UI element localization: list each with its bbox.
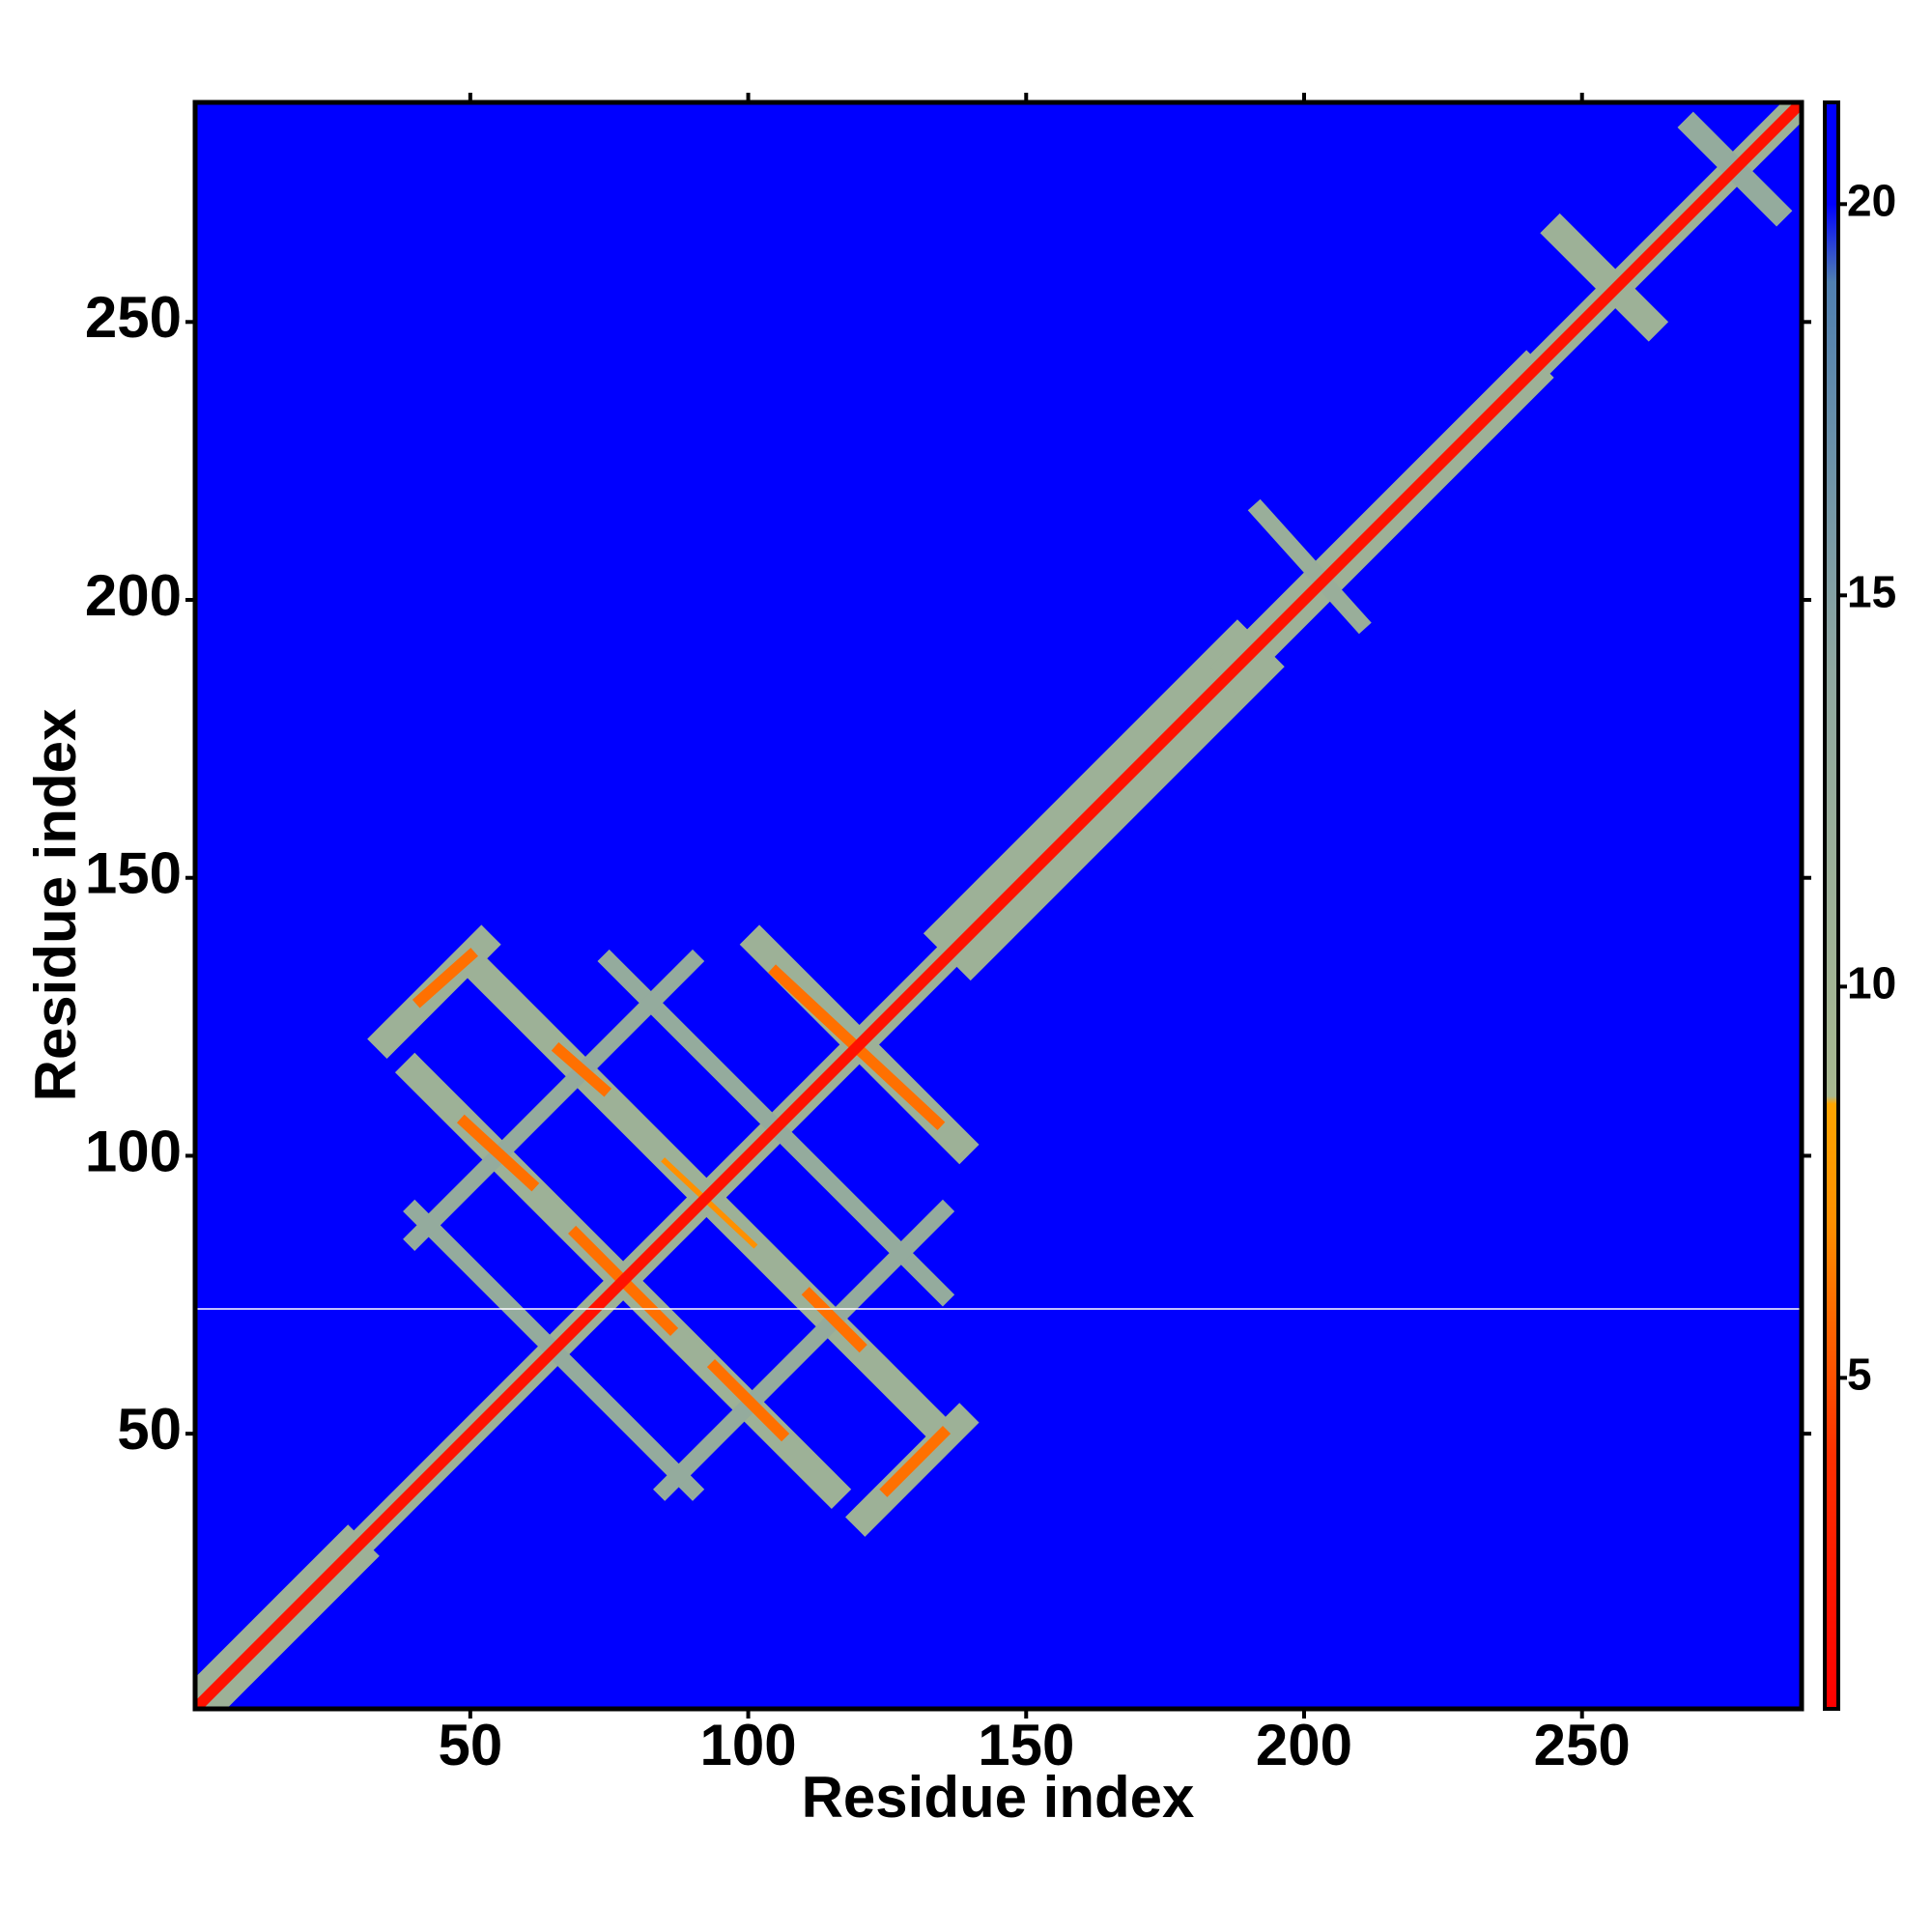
y-tick-label: 250: [85, 285, 182, 350]
heatmap-band: [403, 949, 705, 1251]
plot-frame: [192, 99, 1804, 1712]
x-tick-label: 100: [700, 1713, 797, 1777]
heatmap-band: [1247, 498, 1372, 635]
colorbar-tick-label: 10: [1847, 957, 1896, 1008]
y-tick-label: 150: [85, 841, 182, 906]
heatmap-band: [879, 1426, 952, 1497]
x-axis-title: Residue index: [802, 1765, 1195, 1830]
heatmap-band: [412, 948, 478, 1009]
plot-area: [195, 102, 1802, 1709]
heatmap-band: [661, 1157, 758, 1249]
colorbar: [1823, 100, 1840, 1711]
x-tick-label: 200: [1256, 1713, 1352, 1777]
heatmap-band: [195, 102, 1802, 1709]
x-tick-label: 150: [978, 1713, 1074, 1777]
heatmap-band: [706, 1358, 790, 1442]
heatmap-band: [801, 1287, 867, 1353]
y-tick-label: 200: [85, 563, 182, 628]
heatmap-band: [551, 1041, 612, 1097]
y-tick-label: 100: [85, 1119, 182, 1183]
y-axis-title: Residue index: [23, 709, 88, 1102]
heatmap-band: [653, 1199, 955, 1501]
colorbar-tick-label: 15: [1847, 566, 1896, 616]
heatmap-band: [456, 1114, 540, 1192]
heatmap-band: [1540, 213, 1669, 342]
colorbar-tick-label: 20: [1847, 175, 1896, 225]
x-tick-label: 250: [1534, 1713, 1631, 1777]
y-tick-label: 50: [117, 1397, 182, 1462]
colorbar-tick-label: 5: [1847, 1350, 1872, 1400]
x-tick-label: 50: [438, 1713, 502, 1777]
